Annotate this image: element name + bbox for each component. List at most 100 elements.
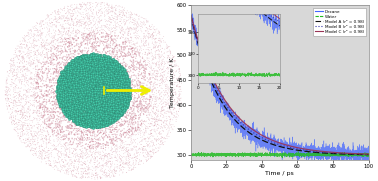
Point <box>135 49 141 52</box>
Point <box>77 102 84 105</box>
Point <box>97 72 103 75</box>
Point <box>57 79 63 82</box>
Point <box>112 166 118 169</box>
Point <box>55 75 61 78</box>
Point <box>43 41 49 44</box>
Point <box>85 97 91 100</box>
Point <box>125 79 131 82</box>
Point <box>145 153 151 156</box>
Point <box>103 118 109 121</box>
Point <box>74 21 80 24</box>
Point <box>23 94 29 97</box>
Point <box>78 41 84 44</box>
Point <box>89 138 95 141</box>
Point <box>127 97 133 100</box>
Point <box>106 90 112 93</box>
Point <box>88 97 94 100</box>
Point <box>89 47 95 50</box>
Point <box>74 59 81 62</box>
Point <box>44 61 50 64</box>
Point <box>60 71 66 74</box>
Point <box>49 40 55 43</box>
Point <box>70 30 76 32</box>
Point <box>118 84 124 87</box>
Point <box>82 169 88 172</box>
Point <box>159 87 165 90</box>
Point <box>76 64 82 67</box>
Point <box>163 98 169 101</box>
Point <box>122 49 128 51</box>
Point <box>90 5 96 8</box>
Point <box>102 59 108 62</box>
Point <box>88 53 94 56</box>
Point <box>121 12 127 15</box>
Point <box>109 74 115 77</box>
Point <box>120 43 126 45</box>
Point <box>79 111 85 114</box>
Point <box>77 138 83 140</box>
Point <box>93 58 99 61</box>
Point <box>107 78 113 81</box>
Point <box>81 92 87 95</box>
Point <box>90 78 96 81</box>
Point <box>90 81 96 84</box>
Point <box>47 56 53 59</box>
Point <box>151 125 157 127</box>
Point <box>79 81 85 84</box>
Point <box>137 83 143 86</box>
Point <box>59 117 65 119</box>
Point <box>67 47 73 50</box>
Point <box>40 116 46 119</box>
Point <box>57 30 63 33</box>
Point <box>98 119 104 122</box>
Point <box>120 49 126 52</box>
Point <box>65 64 71 67</box>
Point <box>107 4 113 7</box>
Point <box>40 131 46 134</box>
Point <box>63 83 69 86</box>
Point <box>105 155 111 158</box>
Point <box>96 142 102 145</box>
Point <box>170 81 176 84</box>
Point <box>112 23 118 26</box>
Point <box>79 119 85 122</box>
Point <box>115 113 121 116</box>
Point <box>102 70 108 73</box>
Point <box>147 95 153 98</box>
Point <box>47 163 53 166</box>
Point <box>16 66 22 69</box>
Point <box>107 131 113 134</box>
Point <box>126 80 132 83</box>
Point <box>162 126 168 129</box>
Point <box>161 124 167 127</box>
Point <box>107 119 113 121</box>
Point <box>49 104 55 106</box>
Point <box>122 63 128 66</box>
Point <box>85 138 91 141</box>
Point <box>93 100 99 103</box>
Point <box>10 67 16 70</box>
Point <box>45 147 51 150</box>
Point <box>76 165 82 168</box>
Point <box>56 124 62 127</box>
Point <box>98 121 104 124</box>
Point <box>85 64 91 67</box>
Point <box>79 65 85 68</box>
Point <box>97 67 103 70</box>
Point <box>146 146 152 148</box>
Point <box>120 64 126 67</box>
Point <box>117 89 123 92</box>
Point <box>102 64 108 67</box>
Point <box>66 37 72 40</box>
Point <box>129 110 135 113</box>
Point <box>91 87 98 89</box>
Point <box>59 49 65 52</box>
Point <box>113 63 119 66</box>
Point <box>121 131 127 134</box>
Point <box>77 3 83 6</box>
Point <box>63 71 69 74</box>
Point <box>85 39 91 42</box>
Point <box>74 106 80 108</box>
Point <box>101 158 107 161</box>
Point <box>112 143 118 146</box>
